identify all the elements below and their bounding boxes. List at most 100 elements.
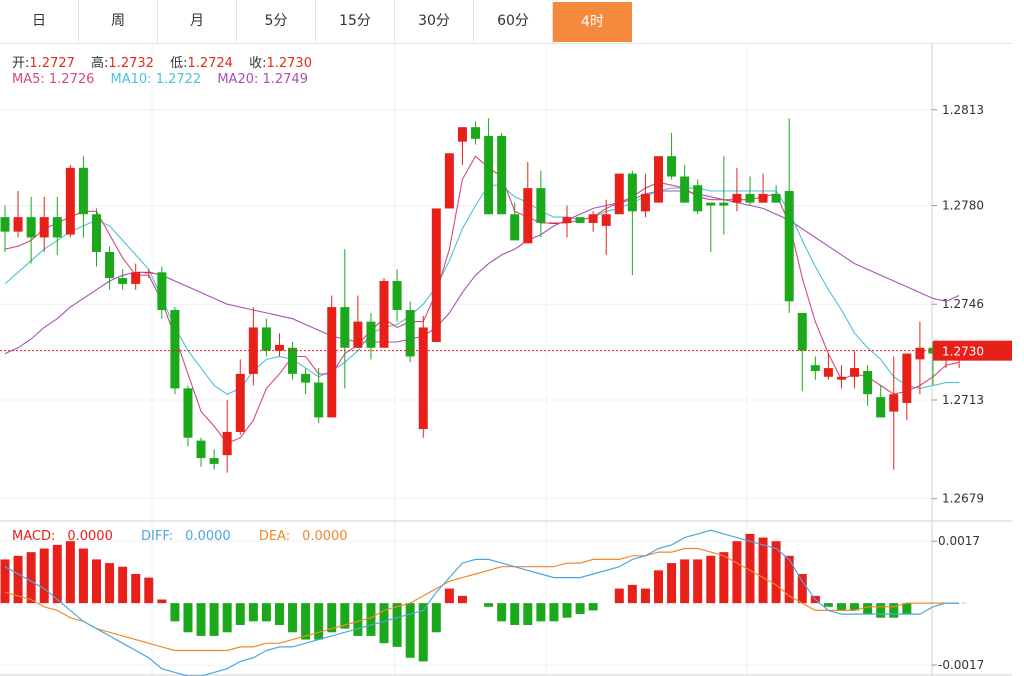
macd-bar	[431, 603, 441, 633]
candle-body	[732, 193, 742, 203]
macd-bar	[0, 559, 10, 604]
tab-5[interactable]: 30分	[395, 0, 474, 43]
ma10-line	[4, 184, 960, 395]
macd-bar	[26, 552, 36, 604]
candle-body	[863, 370, 873, 395]
price-tick-label: 1.2679	[942, 492, 984, 506]
candle-body	[274, 344, 284, 351]
candle-body	[706, 202, 716, 206]
tab-2[interactable]: 月	[158, 0, 237, 43]
macd-bar	[627, 584, 637, 604]
macd-bar	[314, 603, 324, 640]
diff-legend-item: DIFF: 0.0000	[141, 529, 243, 544]
open-label: 开:	[12, 56, 30, 71]
close-value: 1.2730	[266, 56, 312, 71]
macd-bar	[144, 577, 154, 604]
candle-body	[758, 193, 768, 203]
candle-body	[457, 127, 467, 142]
candle-body	[105, 251, 115, 279]
candle-body	[784, 191, 794, 302]
candle-body	[222, 431, 232, 456]
macd-bar	[366, 603, 376, 636]
macd-bar	[536, 603, 546, 622]
macd-bar	[78, 548, 88, 604]
macd-bar	[680, 559, 690, 604]
macd-bar	[902, 603, 912, 615]
macd-bar	[836, 603, 846, 611]
macd-bar	[327, 603, 337, 633]
macd-value: 0.0000	[67, 529, 113, 544]
price-tick-label: 1.2746	[942, 297, 984, 311]
macd-tick-label: -0.0017	[938, 658, 984, 672]
candle-body	[510, 214, 520, 241]
dea-value: 0.0000	[302, 529, 348, 544]
macd-bar	[693, 559, 703, 604]
tab-7[interactable]: 4时	[553, 2, 632, 42]
candle-body	[497, 135, 507, 215]
candle-body	[523, 188, 533, 244]
candle-body	[850, 368, 860, 377]
tab-3[interactable]: 5分	[237, 0, 316, 43]
macd-bar	[510, 603, 520, 625]
macd-bar	[444, 588, 454, 604]
macd-bar	[823, 603, 833, 607]
candle-body	[836, 376, 846, 380]
candle-body	[183, 388, 193, 438]
macd-bar	[52, 544, 62, 604]
candle-body	[484, 135, 494, 215]
macd-bar	[131, 574, 141, 604]
macd-bar	[340, 603, 350, 629]
candle-body	[366, 321, 376, 348]
candle-body	[575, 217, 585, 223]
candle-body	[627, 173, 637, 212]
candle-body	[471, 127, 481, 139]
macd-bar	[105, 563, 115, 604]
candle-body	[745, 193, 755, 203]
tab-4[interactable]: 15分	[316, 0, 395, 43]
macd-bar	[719, 552, 729, 604]
candle-body	[680, 176, 690, 203]
diff-value: 0.0000	[185, 529, 231, 544]
candle-body	[131, 272, 141, 284]
candle-body	[209, 458, 219, 464]
candle-body	[562, 217, 572, 223]
macd-legend-item: MACD: 0.0000	[12, 529, 125, 544]
candle-body	[379, 281, 389, 348]
candle-body	[144, 272, 154, 274]
candle-body	[902, 353, 912, 403]
candle-body	[91, 214, 101, 252]
candle-body	[170, 310, 180, 389]
candle-body	[889, 394, 899, 412]
tab-0[interactable]: 日	[0, 0, 79, 43]
macd-bar	[889, 603, 899, 618]
macd-bar	[640, 588, 650, 604]
macd-bar	[196, 603, 206, 636]
macd-bar	[405, 603, 415, 658]
macd-bar	[457, 595, 467, 604]
candle-body	[392, 281, 402, 311]
macd-bar	[65, 541, 75, 604]
diff-line	[4, 529, 960, 676]
macd-bar	[562, 603, 572, 618]
macd-bar	[157, 599, 167, 604]
ma-legend: MA5: 1.2726 MA10: 1.2722 MA20: 1.2749	[12, 72, 320, 87]
macd-bar	[183, 603, 193, 633]
macd-bar	[261, 603, 271, 622]
macd-bar	[575, 603, 585, 615]
candle-body	[39, 217, 49, 238]
candle-body	[601, 214, 611, 226]
tab-6[interactable]: 60分	[474, 0, 553, 43]
high-label: 高:	[91, 56, 109, 71]
macd-bar	[549, 603, 559, 622]
low-label: 低:	[170, 56, 188, 71]
candle-body	[340, 307, 350, 348]
candle-body	[52, 217, 62, 238]
candle-body	[261, 327, 271, 351]
candle-body	[327, 307, 337, 418]
candle-body	[405, 310, 415, 357]
macd-bar	[301, 603, 311, 640]
candle-body	[353, 321, 363, 348]
high-value: 1.2732	[108, 56, 154, 71]
macd-bar	[222, 603, 232, 633]
tab-1[interactable]: 周	[79, 0, 158, 43]
